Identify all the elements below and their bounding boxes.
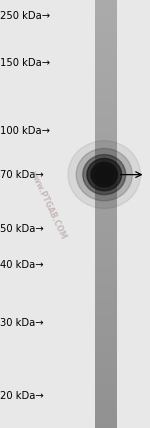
Text: 70 kDa→: 70 kDa→ [0,169,44,180]
Ellipse shape [95,166,113,183]
Ellipse shape [68,141,141,208]
Text: 150 kDa→: 150 kDa→ [0,58,50,68]
Text: www.PTGAB.COM: www.PTGAB.COM [28,169,68,241]
Ellipse shape [76,149,132,201]
Ellipse shape [91,162,117,187]
Text: 30 kDa→: 30 kDa→ [0,318,44,328]
Text: 50 kDa→: 50 kDa→ [0,224,44,234]
Text: 250 kDa→: 250 kDa→ [0,11,50,21]
Ellipse shape [83,155,126,195]
Text: 100 kDa→: 100 kDa→ [0,125,50,136]
Text: 40 kDa→: 40 kDa→ [0,260,44,270]
Text: 20 kDa→: 20 kDa→ [0,391,44,401]
Ellipse shape [87,158,122,191]
